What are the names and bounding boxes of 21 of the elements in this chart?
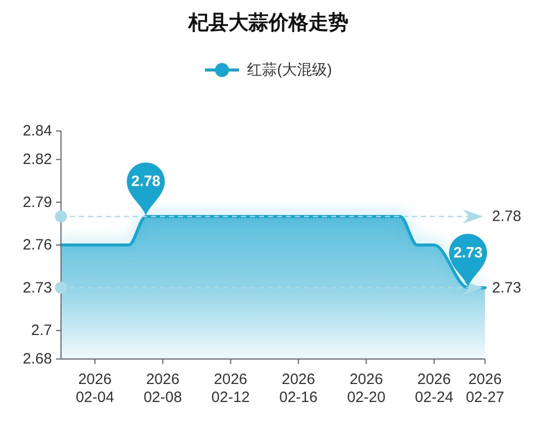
ytick-label: 2.84: [22, 122, 52, 140]
ytick-label: 2.82: [22, 151, 52, 168]
xtick-label: 2026 02-20: [347, 371, 386, 406]
ref-line-label: 2.73: [492, 279, 522, 296]
ytick-label: 2.79: [22, 194, 52, 211]
ytick-label: 2.73: [22, 279, 52, 296]
xtick-label: 2026 02-04: [76, 371, 114, 406]
legend-item: 红蒜(大混级): [205, 62, 332, 78]
xtick-label: 2026 02-27: [466, 371, 504, 406]
annotation-label: 2.73: [453, 244, 483, 262]
ytick-label: 2.7: [31, 322, 52, 339]
ytick-label: 2.76: [22, 236, 52, 254]
xtick-label: 2026 02-12: [211, 371, 250, 406]
xtick-label: 2026 02-16: [279, 371, 318, 406]
title: 杞县大蒜价格走势: [188, 12, 348, 34]
annotation-label: 2.78: [131, 173, 160, 190]
ytick-label: 2.68: [22, 350, 52, 368]
xtick-label: 2026 02-24: [414, 371, 454, 406]
xtick-label: 2026 02-08: [144, 371, 182, 406]
legend-label: 红蒜(大混级): [247, 62, 332, 78]
ref-line-label: 2.78: [492, 208, 522, 225]
